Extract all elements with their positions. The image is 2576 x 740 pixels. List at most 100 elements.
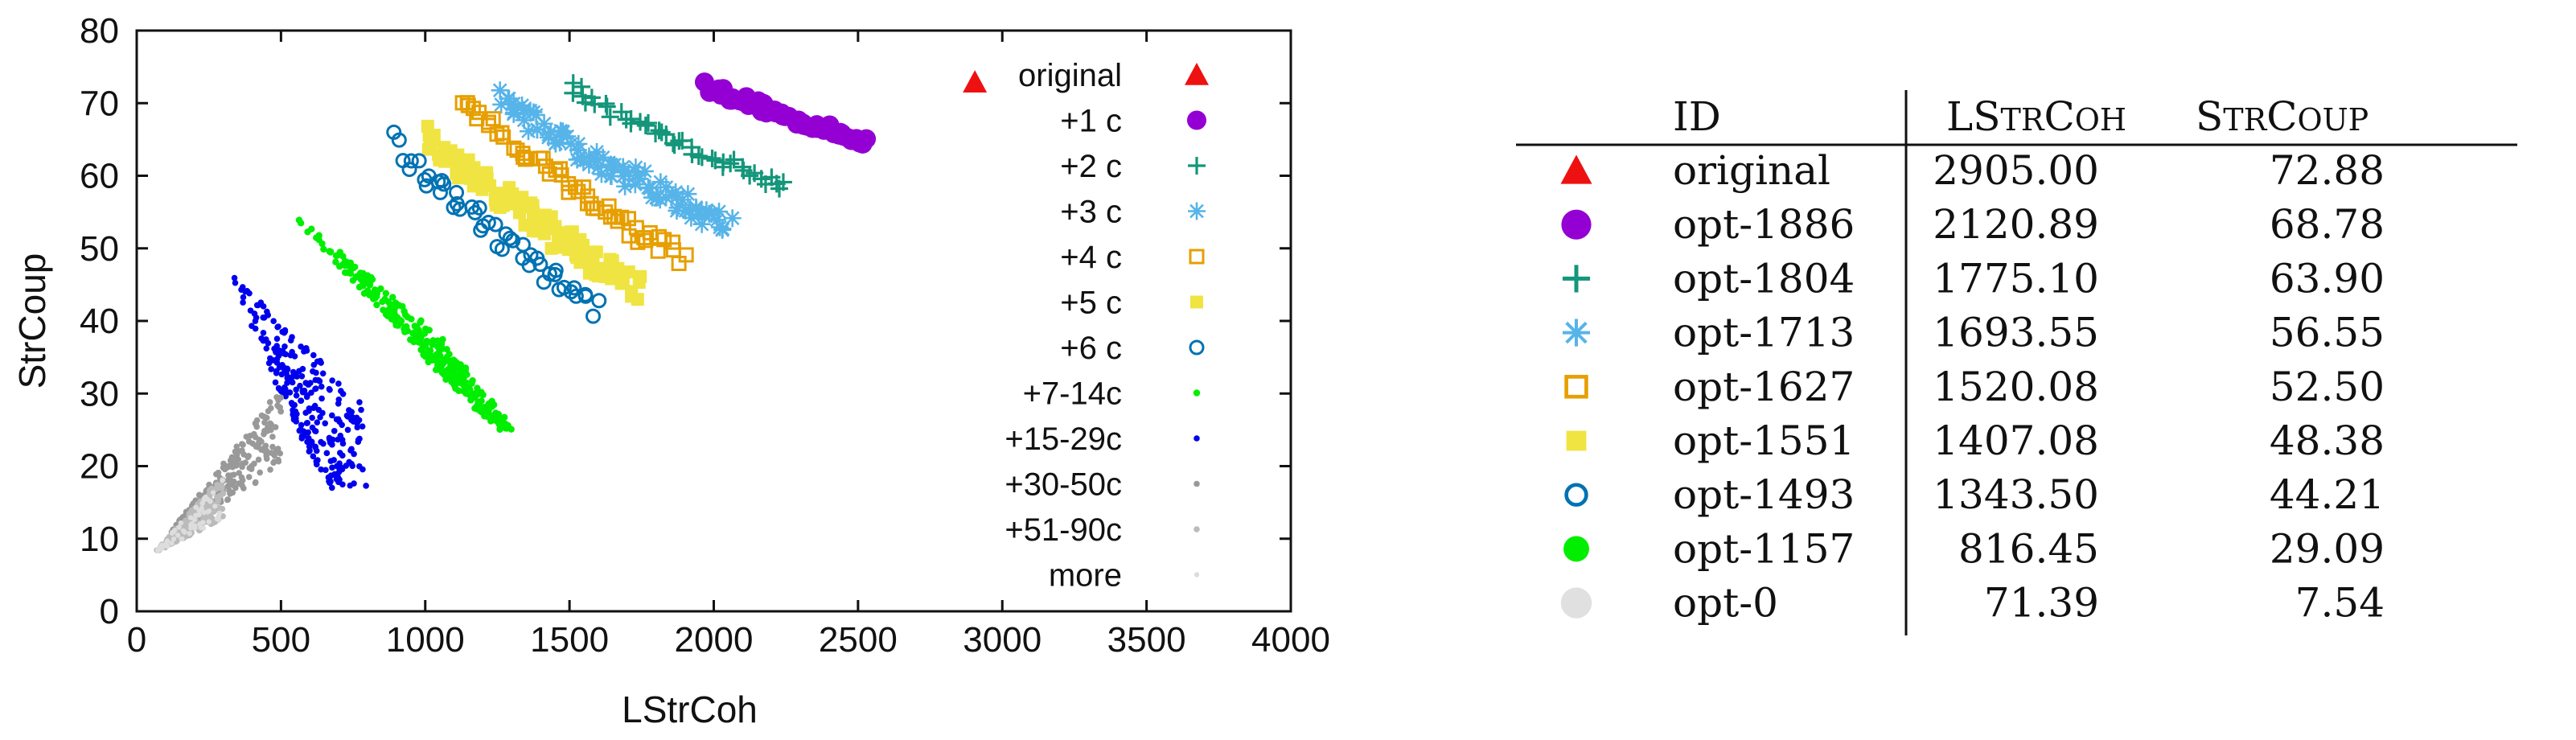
x-tick-label: 1000 (386, 620, 465, 660)
data-point-3-c (535, 114, 553, 133)
data-point-7-14c (443, 346, 450, 353)
data-point-6-c (532, 257, 548, 273)
legend-label-6-c: +6 c (1060, 331, 1122, 366)
data-point-2-c (636, 116, 655, 134)
data-point-51-90c (219, 505, 226, 512)
data-point-15-29c (290, 368, 297, 376)
data-point-3-c (627, 158, 645, 177)
data-point-more (175, 532, 181, 538)
data-point-5-c (427, 129, 441, 142)
legend-marker-original (1185, 63, 1209, 85)
data-point-7-14c (352, 273, 359, 281)
data-point-7-14c (450, 381, 458, 388)
data-point-6-c (403, 153, 419, 169)
data-point-15-29c (284, 380, 290, 386)
data-point-15-29c (281, 343, 288, 350)
data-point-15-29c (260, 337, 267, 344)
data-point-more (206, 519, 212, 524)
legend-marker-2-c (1188, 157, 1206, 175)
data-point-2-c (725, 150, 743, 169)
data-point-1-c (857, 129, 877, 149)
data-point-more (164, 538, 171, 544)
data-point-30-50c (267, 426, 274, 434)
data-point-15-29c (298, 343, 304, 350)
data-point-more (187, 515, 194, 520)
data-point-2-c (713, 158, 732, 176)
data-point-15-29c (294, 373, 301, 380)
data-point-4-c (494, 125, 510, 141)
data-point-6-c (568, 288, 584, 304)
data-point-3-c (692, 215, 711, 233)
data-point-3-c (641, 179, 659, 198)
data-point-more (169, 541, 175, 546)
data-point-15-29c (319, 409, 326, 417)
data-point-15-29c (260, 329, 267, 336)
data-point-15-29c (327, 386, 333, 393)
data-point-2-c (665, 136, 684, 154)
data-point-3-c (657, 188, 676, 207)
data-point-5-c (480, 171, 494, 185)
data-point-15-29c (282, 351, 289, 358)
data-point-30-50c (224, 483, 232, 490)
data-point-6-c (566, 280, 582, 296)
data-point-7-14c (344, 269, 351, 277)
table-cell-id: opt-0 (1673, 580, 1778, 627)
data-point-15-29c (319, 370, 327, 377)
data-point-7-14c (503, 425, 511, 432)
data-point-15-29c (350, 418, 357, 425)
table-cell-lstrcoh: 1407.08 (1933, 417, 2099, 464)
table-row-marker (1562, 319, 1591, 347)
data-point-15-29c (329, 377, 335, 384)
data-point-4-c (610, 213, 626, 229)
y-axis-title: StrCoup (11, 253, 53, 389)
table-header-lstrcoh: LSTRCOH (1946, 93, 2126, 140)
data-point-7-14c (389, 294, 396, 301)
table-row-marker (1564, 375, 1588, 399)
data-point-15-29c (278, 387, 285, 394)
data-point-15-29c (240, 299, 246, 306)
data-point-7-14c (462, 364, 470, 372)
data-point-15-29c (251, 310, 258, 317)
data-point-7-14c (434, 343, 442, 351)
x-axis-title: LStrCoh (622, 689, 758, 730)
data-point-4-c (576, 179, 592, 195)
data-point-more (200, 520, 206, 525)
data-point-15-29c (274, 323, 281, 331)
data-point-15-29c (270, 318, 277, 325)
data-point-6-c (436, 176, 452, 192)
table-cell-lstrcoh: 2120.89 (1933, 201, 2099, 248)
data-point-15-29c (320, 440, 327, 447)
data-point-15-29c (316, 378, 323, 384)
data-point-6-c (515, 236, 531, 253)
data-point-3-c (614, 166, 632, 185)
data-point-6-c (401, 162, 417, 178)
data-point-15-29c (273, 369, 280, 376)
data-point-7-14c (392, 322, 400, 329)
data-point-6-c (487, 216, 503, 232)
data-point-5-c (467, 161, 481, 175)
data-point-6-c (411, 153, 427, 169)
data-point-7-14c (326, 248, 333, 255)
data-point-more (170, 529, 175, 536)
data-point-7-14c (453, 359, 461, 367)
data-point-3-c (492, 95, 511, 113)
data-point-7-14c (417, 319, 424, 326)
data-point-30-50c (261, 413, 268, 420)
data-point-15-29c (232, 279, 239, 286)
data-point-15-29c (296, 368, 302, 375)
data-point-3-c (594, 148, 612, 166)
data-point-15-29c (310, 453, 317, 460)
data-point-7-14c (444, 356, 452, 364)
data-point-30-50c (196, 492, 203, 500)
data-point-6-c (585, 308, 602, 324)
data-point-7-14c (468, 380, 475, 387)
table-cell-id: opt-1493 (1673, 471, 1855, 518)
data-point-15-29c (310, 352, 317, 359)
data-point-30-50c (245, 438, 253, 445)
data-point-7-14c (382, 290, 390, 297)
data-point-15-29c (356, 462, 363, 470)
data-point-7-14c (396, 316, 404, 323)
data-point-15-29c (289, 334, 295, 340)
data-point-7-14c (377, 285, 384, 293)
data-point-30-50c (229, 489, 236, 496)
